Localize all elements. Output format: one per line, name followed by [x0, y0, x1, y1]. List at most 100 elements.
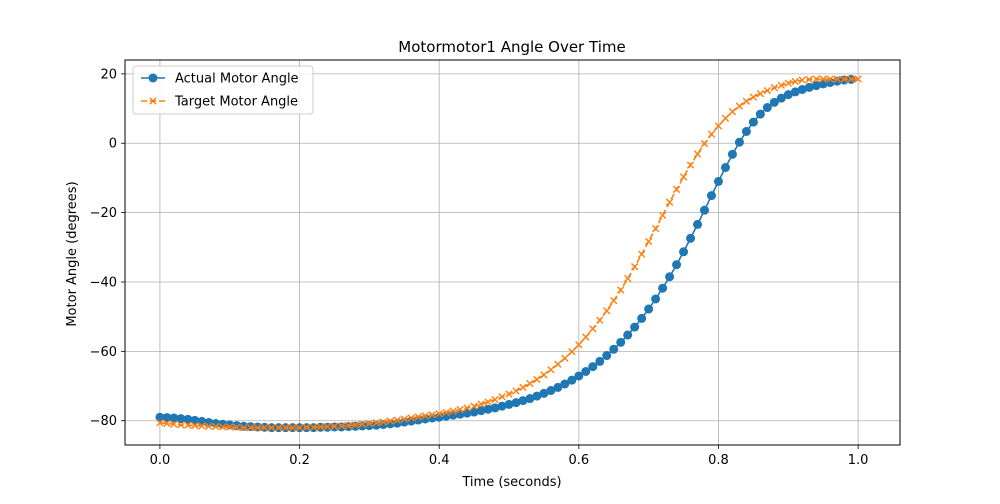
- data-point: [825, 78, 835, 88]
- data-point: [511, 398, 521, 408]
- data-point: [741, 126, 751, 136]
- data-point: [658, 283, 668, 293]
- data-point: [651, 294, 661, 304]
- data-point: [295, 423, 304, 432]
- data-point: [253, 423, 262, 432]
- data-point: [336, 422, 346, 432]
- y-tick-label: −20: [90, 206, 117, 221]
- x-tick-label: 0.4: [429, 453, 450, 468]
- data-point: [554, 360, 562, 368]
- data-point: [533, 375, 541, 384]
- data-point: [644, 304, 654, 314]
- data-point: [755, 109, 765, 119]
- data-point: [748, 117, 758, 127]
- data-point: [575, 341, 583, 349]
- data-point: [386, 417, 395, 425]
- data-point: [713, 176, 723, 186]
- data-point: [734, 137, 744, 147]
- data-point: [553, 382, 563, 392]
- data-point: [686, 161, 695, 169]
- data-point: [302, 423, 311, 432]
- data-point: [706, 191, 716, 201]
- data-point: [525, 394, 535, 404]
- legend-label: Actual Motor Angle: [175, 72, 299, 87]
- series-2: [156, 75, 862, 432]
- data-point: [588, 362, 598, 372]
- data-point: [191, 421, 199, 430]
- y-tick-label: −40: [90, 275, 117, 290]
- data-point: [539, 388, 549, 398]
- data-point: [769, 97, 779, 107]
- data-point: [617, 286, 625, 294]
- data-point: [477, 400, 485, 408]
- data-point: [665, 198, 674, 206]
- data-point: [819, 75, 827, 83]
- data-point: [624, 274, 632, 283]
- data-point: [581, 366, 591, 376]
- data-point: [155, 412, 165, 422]
- data-point: [658, 211, 667, 220]
- data-point: [784, 79, 792, 87]
- data-point: [434, 412, 444, 422]
- data-point: [686, 233, 696, 243]
- data-point: [518, 396, 528, 406]
- data-point: [561, 354, 569, 362]
- data-point: [246, 423, 255, 432]
- data-point: [847, 75, 855, 83]
- data-point: [735, 102, 744, 110]
- data-point: [812, 75, 820, 83]
- data-point: [504, 399, 514, 409]
- y-tick-label: −80: [90, 414, 117, 429]
- data-point: [672, 260, 682, 270]
- data-point: [435, 410, 443, 418]
- data-point: [574, 371, 584, 381]
- legend-label: Target Motor Angle: [174, 95, 298, 110]
- data-point: [644, 237, 653, 246]
- series-1: [155, 74, 856, 433]
- data-point: [720, 163, 730, 173]
- data-point: [463, 404, 471, 412]
- data-point: [379, 418, 388, 426]
- data-point: [233, 423, 241, 432]
- data-point: [484, 398, 492, 406]
- data-point: [330, 422, 339, 430]
- data-point: [526, 379, 534, 388]
- axes-frame: [124, 59, 901, 446]
- data-point: [763, 86, 772, 95]
- data-point: [219, 423, 227, 431]
- data-point: [840, 75, 848, 83]
- data-point: [239, 423, 248, 432]
- data-point: [651, 224, 660, 233]
- legend: Actual Motor Angle Target Motor Angle: [132, 65, 314, 115]
- data-point: [211, 418, 221, 428]
- data-point: [323, 422, 332, 431]
- data-point: [428, 411, 436, 419]
- data-point: [442, 408, 450, 417]
- data-point: [770, 84, 779, 92]
- data-point: [798, 76, 806, 84]
- data-point: [721, 114, 730, 122]
- data-point: [498, 393, 506, 401]
- data-point: [470, 402, 478, 410]
- data-point: [749, 93, 758, 101]
- data-point: [797, 84, 807, 94]
- data-point: [616, 337, 626, 347]
- ticks: 0.0 0.2 0.4 0.6 0.8 1.0 −80 −60 −40 −20 0 20: [90, 67, 869, 468]
- data-point: [665, 272, 675, 282]
- data-point: [630, 263, 639, 271]
- data-point: [546, 386, 556, 396]
- data-point: [727, 149, 737, 159]
- data-point: [742, 97, 751, 105]
- data-point: [512, 387, 520, 395]
- data-point: [776, 93, 786, 103]
- data-point: [679, 247, 689, 257]
- data-point: [497, 401, 507, 411]
- data-point: [854, 75, 862, 83]
- data-point: [783, 90, 793, 100]
- data-point: [839, 75, 849, 85]
- y-tick-label: 0: [109, 137, 117, 152]
- x-axis-label: Time (seconds): [461, 475, 561, 490]
- x-tick-label: 0.2: [289, 453, 310, 468]
- data-point: [400, 415, 408, 423]
